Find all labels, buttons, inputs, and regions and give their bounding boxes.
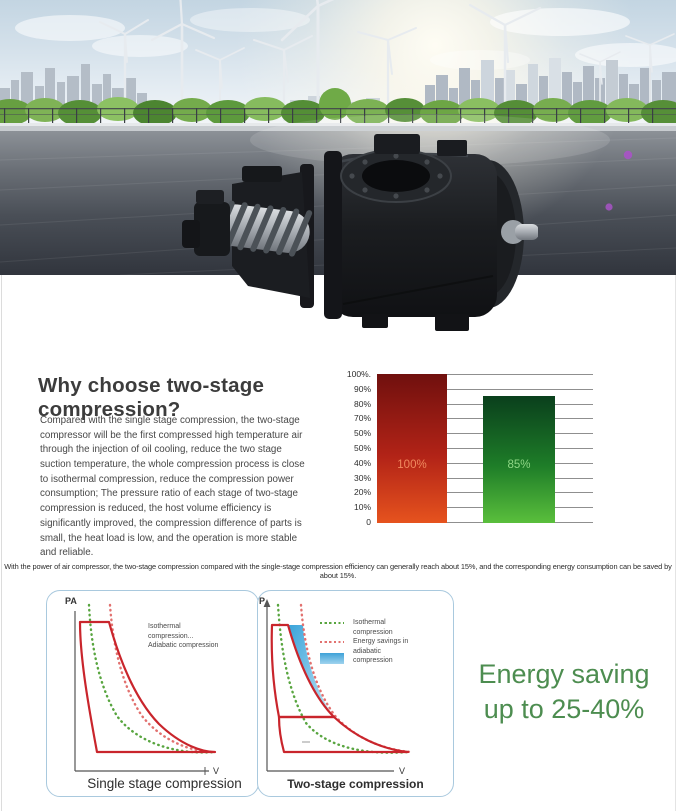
stage2-cycle-curve [277, 715, 410, 754]
tree-row [0, 88, 676, 126]
y-axis-label: P [259, 596, 265, 606]
y-axis-tick-label: 20% [353, 487, 371, 498]
section-heading: Why choose two-stage compression? [38, 374, 265, 421]
y-axis-label: PA [65, 596, 77, 606]
gridline [377, 374, 593, 375]
legend-text: Adiabatic compression [148, 642, 219, 650]
legend-text: Isothermal [148, 623, 181, 630]
energy-saving-line1: Energy saving [478, 659, 650, 689]
savings-legend-swatch [320, 653, 344, 664]
purple-dot [623, 150, 633, 160]
two-stage-pv-plot: P V [259, 596, 413, 776]
bar-value-label: 85% [507, 458, 531, 471]
two-stage-caption: Two-stage compression [287, 777, 424, 791]
y-axis-tick-label: 40% [353, 457, 371, 468]
y-axis-tick-label: 70% [353, 413, 371, 424]
clouds [15, 8, 676, 70]
compression-cycle-curve [78, 620, 217, 754]
y-axis-tick-label: 50% [353, 443, 371, 453]
x-axis-label: V [399, 766, 405, 776]
compressor-product-image [182, 134, 538, 331]
y-axis-tick-label: 50% [353, 428, 371, 439]
y-axis-tick-label: 80% [353, 398, 371, 409]
legend-text: compression [353, 657, 393, 665]
adiabatic-legend-swatch [320, 641, 344, 644]
legend-text: compression [353, 628, 393, 636]
legend-text: compression... [148, 632, 194, 640]
single-stage-legend: Isothermal compression... Adiabatic comp… [148, 622, 218, 651]
y-axis-tick-label: 100%. [346, 369, 371, 379]
adiabatic-curve [299, 603, 413, 754]
isothermal-legend-swatch [320, 622, 344, 625]
section-body-text: Compared with the single stage compressi… [40, 415, 305, 559]
single-stage-pv-plot: PA V [65, 596, 219, 776]
bar-single-stage: 100% [377, 374, 447, 523]
single-stage-diagram-card: PA V Isothermal compression... Adiabatic… [46, 590, 259, 797]
energy-savings-area [288, 625, 334, 717]
legend-text: adiabatic [353, 647, 382, 655]
purple-dot [605, 203, 613, 211]
bar-two-stage: 85% [483, 396, 555, 523]
legend-text: Energy savings in [353, 638, 409, 646]
bar-value-label: 100% [397, 459, 427, 471]
single-stage-caption: Single stage compression [87, 776, 242, 791]
energy-saving-line2: up to 25-40% [483, 693, 645, 724]
legend-text: Isothermal [353, 619, 386, 626]
fence [0, 108, 676, 123]
energy-saving-headline: Energy saving up to 25-40% [452, 657, 676, 726]
efficiency-bar-chart: 100%. 90% 80% 70% 50% 50% 40% 30% 20% 10% 0 100% 85% [337, 362, 595, 534]
two-stage-diagram-card: P V Isothermal compression Energy saving… [257, 590, 454, 797]
y-axis-tick-label: 90% [353, 383, 371, 394]
efficiency-note-text: With the power of air compressor, the tw… [4, 562, 672, 580]
y-axis-tick-label: 0 [366, 517, 371, 527]
y-axis-tick-label: 30% [353, 472, 371, 483]
gridline [377, 388, 593, 390]
x-axis-label: V [213, 766, 219, 776]
y-axis-tick-label: 10% [353, 502, 371, 513]
